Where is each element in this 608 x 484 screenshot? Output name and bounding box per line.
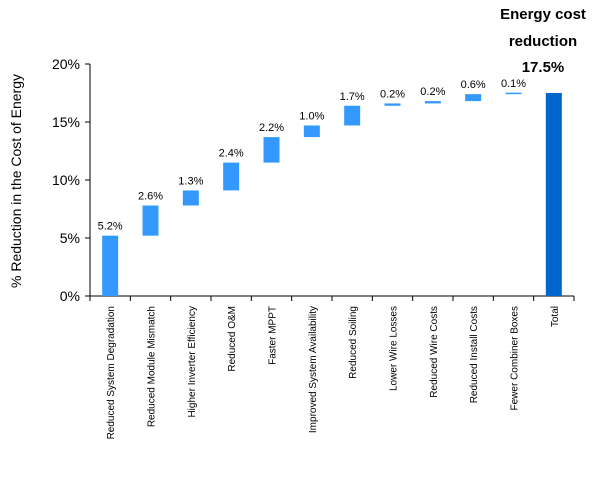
y-tick-label: 0% [60,288,80,304]
data-label: 2.4% [219,148,244,160]
bar-step [424,101,441,104]
y-tick-label: 10% [52,172,80,188]
category-label: Total [550,306,561,327]
category-label: Reduced Module Mismatch [147,306,158,427]
chart-category-labels: Reduced System Degradation Reduced Module… [106,306,561,439]
data-label: 2.2% [259,122,284,134]
data-label: 1.7% [340,91,365,103]
callout-line-2: reduction [509,33,577,50]
bar-step [263,137,280,163]
y-tick-label: 5% [60,230,80,246]
bar-step [142,205,159,236]
y-axis-label: % Reduction in the Cost of Energy [8,74,24,288]
chart-data-labels: 5.2% 2.6% 1.3% 2.4% 2.2% 1.0% 1.7% 0.2% 0.2% 0.6%… [98,78,527,233]
category-label: Lower Wire Losses [389,306,400,391]
total-callout: Energy cost reduction 17.5% [500,6,586,76]
chart-axes: 0% 5% 10% 15% 20% [52,56,575,304]
bar-total [545,93,562,296]
bar-step [465,94,482,102]
chart-bars [102,92,562,296]
callout-line-1: Energy cost [500,6,586,23]
bar-step [384,103,401,106]
category-label: Reduced Wire Costs [429,306,440,398]
category-label: Reduced Install Costs [469,306,480,403]
category-label: Reduced O&M [227,306,238,372]
bar-step [303,125,320,138]
data-label: 1.0% [299,110,324,122]
data-label: 0.2% [380,88,405,100]
category-label: Reduced System Degradation [106,306,117,439]
bar-step [182,190,199,206]
category-label: Higher Inverter Efficiency [187,306,198,418]
bar-step [505,92,522,95]
data-label: 2.6% [138,191,163,203]
data-label: 0.1% [501,78,526,90]
category-label: Improved System Availability [308,306,319,433]
bar-step [223,162,240,191]
data-label: 1.3% [178,175,203,187]
bar-step [344,105,361,126]
callout-line-3: 17.5% [522,59,565,76]
data-label: 5.2% [98,221,123,233]
bar-step [102,235,119,296]
category-label: Faster MPPT [268,306,279,365]
data-label: 0.6% [461,79,486,91]
data-label: 0.2% [420,86,445,98]
y-tick-label: 20% [52,56,80,72]
y-tick-label: 15% [52,114,80,130]
category-label: Reduced Soiling [348,306,359,379]
category-label: Fewer Combiner Boxes [510,306,521,410]
